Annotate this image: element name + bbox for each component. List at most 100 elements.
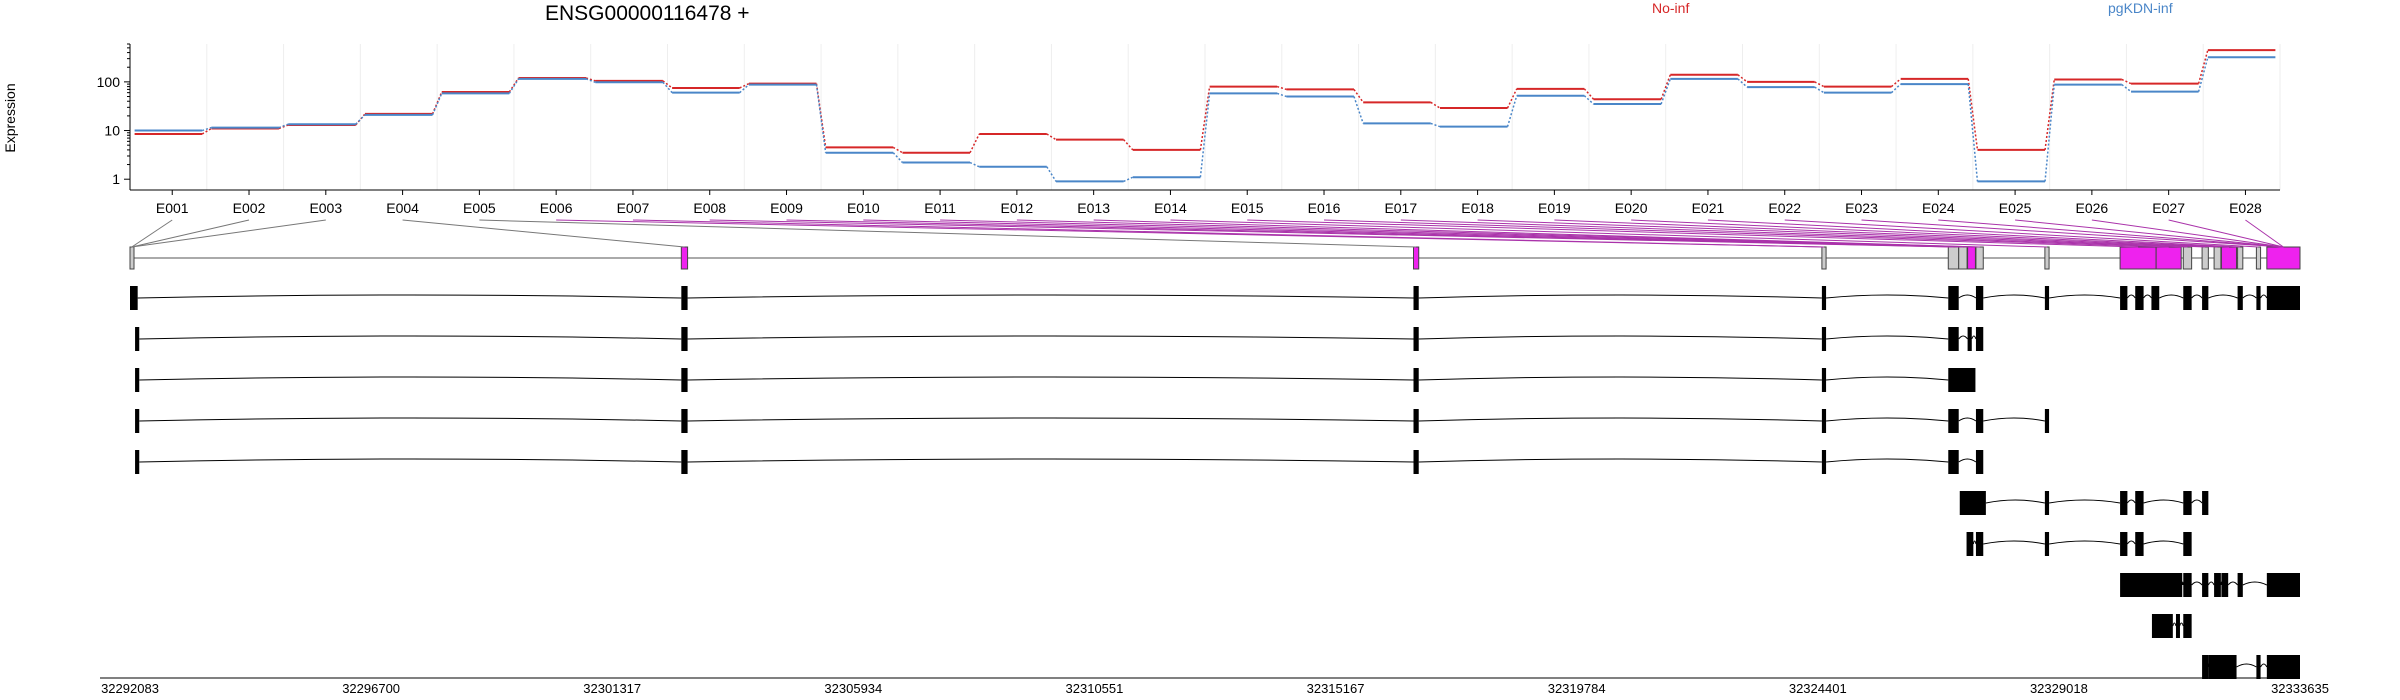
bin-connector [1400,219,2188,248]
bin-connector [1784,219,2259,248]
series-1-connector [1276,92,1287,98]
exon-model-block [2044,246,2050,270]
transcript-intron [2181,581,2184,586]
transcript-exon [2208,655,2237,679]
series-0-connector [1276,85,1287,91]
series-1-connector [585,78,596,84]
transcript-intron [687,376,1414,381]
transcript-exon [2151,286,2160,310]
legend-no-inf: No-inf [1652,0,1690,16]
transcript-intron [2242,294,2257,299]
transcript-exon [2183,491,2192,515]
transcript-exon [2120,491,2128,515]
series-0-connector [1660,74,1672,100]
x-tick-label: E017 [1384,200,1417,216]
transcript-intron [1826,294,1949,299]
bin-connector [2168,219,2284,248]
transcript-exon [2183,286,2192,310]
exon-model-block [129,246,135,270]
bin-connector [402,219,685,248]
genomic-tick-label: 32305934 [824,681,882,696]
x-tick-label: E010 [847,200,880,216]
series-1-connector [2197,57,2209,92]
transcript-intron [1958,335,1969,340]
transcript-exon [2202,655,2209,679]
x-tick-label: E003 [309,200,342,216]
x-tick-label: E016 [1308,200,1341,216]
bin-connector [632,219,1824,248]
exon-model-block [2201,246,2209,270]
series-0-connector [585,77,596,82]
transcript-intron [137,294,682,299]
transcript-exon [2044,491,2050,515]
transcript-exon [1966,532,1974,556]
x-tick-label: E009 [770,200,803,216]
genomic-tick-label: 32296700 [342,681,400,696]
transcript-exon [135,409,140,433]
transcript-exon [2044,286,2050,310]
series-0-connector [355,113,366,126]
bin-connector [1938,219,2284,248]
exon-model-block [2213,246,2222,270]
x-tick-label: E019 [1538,200,1571,216]
transcript-intron [1985,499,2045,504]
series-0-connector [2197,49,2209,84]
transcript-intron [2048,540,2121,545]
transcript-exon [1959,491,1986,515]
transcript-exon [1413,450,1419,474]
transcript-exon [2183,532,2192,556]
bin-connector [1707,219,2241,248]
transcript-exon [1948,368,1976,392]
transcript-intron [139,335,682,340]
transcript-intron [2179,622,2184,627]
transcript-exon [1821,286,1827,310]
series-0-connector [1046,133,1057,141]
transcript-intron [2126,499,2136,504]
series-1-connector [1506,95,1518,127]
transcript-exon [1948,286,1959,310]
x-tick-label: E011 [924,200,956,216]
series-0-connector [1199,86,1211,151]
exon-model-block [2119,246,2157,270]
exon-model-block [680,246,689,270]
series-0-connector [739,82,750,89]
transcript-intron [2191,499,2203,504]
transcript-exon [2120,286,2128,310]
x-tick-label: E024 [1922,200,1955,216]
transcript-exon [2214,573,2221,597]
bin-connector [131,219,326,248]
transcript-exon [2266,655,2300,679]
x-tick-label: E014 [1154,200,1187,216]
x-tick-label: E002 [233,200,266,216]
transcript-exon [681,368,688,392]
transcript-exon [2202,491,2209,515]
transcript-exon [2202,286,2209,310]
exon-model-block [1947,246,1960,270]
transcript-intron [1826,417,1949,422]
series-1-connector [508,78,520,94]
transcript-exon [2044,532,2050,556]
transcript-exon [1948,450,1959,474]
transcript-exon [2266,286,2300,310]
series-1-connector [1430,122,1441,128]
transcript-exon [1821,327,1827,351]
series-0-connector [1353,88,1364,103]
transcript-exon [1948,409,1959,433]
transcript-intron [1418,376,1822,381]
series-0-connector [1506,88,1518,109]
transcript-intron [1983,417,2045,422]
transcript-exon [681,327,688,351]
transcript-exon [1413,327,1419,351]
series-1-connector [1046,166,1057,182]
transcript-exon [2175,614,2180,638]
transcript-intron [2143,499,2184,504]
transcript-intron [2172,622,2177,627]
transcript-intron [1958,458,1977,463]
transcript-exon [1413,286,1419,310]
exon-model-block [2266,246,2301,270]
transcript-intron [1418,417,1822,422]
bin-connector [2015,219,2284,248]
transcript-exon [135,450,140,474]
transcript-intron [1418,294,1822,299]
transcript-exon [1975,409,1984,433]
